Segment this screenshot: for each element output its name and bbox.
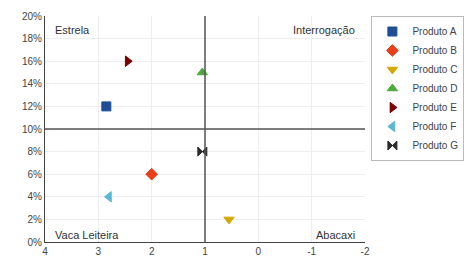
- svg-text:Produto A: Produto A: [412, 26, 456, 37]
- svg-text:1: 1: [202, 246, 208, 257]
- svg-text:Produto G: Produto G: [412, 140, 458, 151]
- svg-text:6%: 6%: [28, 169, 43, 180]
- svg-text:Produto C: Produto C: [412, 64, 457, 75]
- svg-text:Interrogação: Interrogação: [293, 24, 355, 36]
- svg-text:2: 2: [149, 246, 155, 257]
- svg-text:4: 4: [42, 246, 48, 257]
- svg-text:Produto F: Produto F: [412, 121, 456, 132]
- svg-text:18%: 18%: [22, 33, 42, 44]
- svg-text:-2: -2: [361, 246, 370, 257]
- svg-text:Vaca Leiteira: Vaca Leiteira: [55, 229, 119, 241]
- svg-text:12%: 12%: [22, 101, 42, 112]
- svg-text:Produto E: Produto E: [412, 102, 457, 113]
- svg-text:4%: 4%: [28, 191, 43, 202]
- svg-text:14%: 14%: [22, 78, 42, 89]
- svg-text:16%: 16%: [22, 56, 42, 67]
- svg-text:3: 3: [96, 246, 102, 257]
- svg-text:Produto D: Produto D: [412, 83, 457, 94]
- svg-text:10%: 10%: [22, 124, 42, 135]
- svg-text:0%: 0%: [28, 237, 43, 248]
- svg-text:20%: 20%: [22, 11, 42, 22]
- svg-text:Produto B: Produto B: [412, 45, 457, 56]
- svg-text:Abacaxi: Abacaxi: [316, 229, 355, 241]
- svg-text:-1: -1: [307, 246, 316, 257]
- svg-text:2%: 2%: [28, 214, 43, 225]
- svg-text:0: 0: [256, 246, 262, 257]
- svg-text:Estrela: Estrela: [55, 24, 90, 36]
- svg-text:8%: 8%: [28, 146, 43, 157]
